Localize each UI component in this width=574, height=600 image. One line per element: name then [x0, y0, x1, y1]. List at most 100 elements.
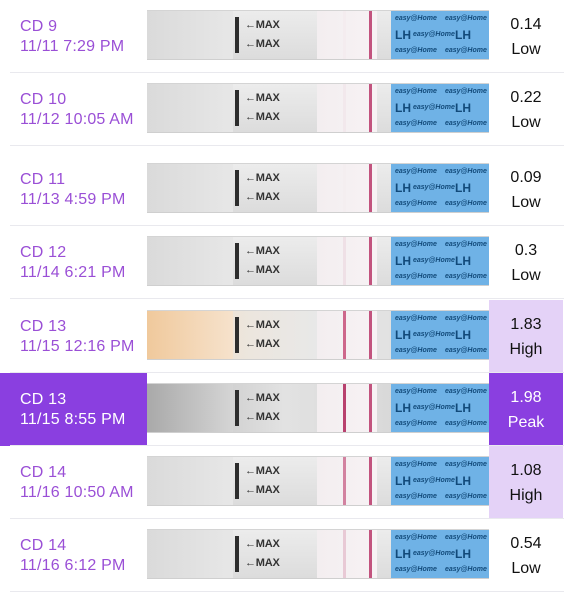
- test-strip-photo: ←MAX ←MAX easy@Home easy@Home LH easy@Ho…: [147, 236, 489, 286]
- strip-marker: [235, 17, 239, 53]
- brand-logo: easy@Home: [445, 388, 487, 395]
- control-line: [369, 164, 372, 212]
- strip-wrapper: easy@Home easy@Home LH easy@Home LH easy…: [391, 164, 489, 212]
- result-window: [317, 311, 377, 359]
- brand-logo: easy@Home: [395, 273, 437, 280]
- brand-logo: easy@Home: [445, 534, 487, 541]
- lh-value-cell: 1.83 High: [489, 300, 563, 373]
- result-window: [317, 457, 377, 505]
- brand-logo: easy@Home: [445, 241, 487, 248]
- row-divider: [10, 72, 564, 73]
- brand-logo: easy@Home: [413, 550, 455, 557]
- lh-label: LH: [455, 328, 471, 342]
- reading-row[interactable]: CD 9 11/11 7:29 PM ←MAX ←MAX easy@Home e…: [0, 0, 574, 73]
- strip-marker: [235, 463, 239, 499]
- lh-label: LH: [395, 401, 411, 415]
- lh-label: LH: [395, 101, 411, 115]
- reading-label: CD 13 11/15 8:55 PM: [0, 373, 147, 446]
- reading-row[interactable]: CD 14 11/16 10:50 AM ←MAX ←MAX easy@Home…: [0, 446, 574, 519]
- row-divider: [10, 372, 564, 373]
- brand-logo: easy@Home: [395, 388, 437, 395]
- max-line-label: ←MAX: [245, 172, 280, 184]
- row-divider: [10, 591, 564, 592]
- brand-logo: easy@Home: [395, 461, 437, 468]
- test-line: [343, 164, 346, 212]
- strip-marker: [235, 317, 239, 353]
- cycle-day: CD 11: [20, 170, 66, 188]
- test-line: [343, 84, 346, 132]
- lh-level-badge: Low: [511, 40, 541, 58]
- lh-value-cell: 0.3 Low: [489, 226, 563, 299]
- strip-handle: [147, 84, 233, 132]
- test-line: [343, 384, 346, 432]
- reading-label: CD 14 11/16 10:50 AM: [0, 446, 147, 519]
- strip-marker: [235, 536, 239, 572]
- cycle-day: CD 14: [20, 463, 67, 481]
- max-line-label: ←MAX: [245, 191, 280, 203]
- strip-wrapper: easy@Home easy@Home LH easy@Home LH easy…: [391, 11, 489, 59]
- reading-row[interactable]: CD 13 11/15 12:16 PM ←MAX ←MAX easy@Home…: [0, 300, 574, 373]
- max-line-label: ←MAX: [245, 411, 280, 423]
- result-window: [317, 237, 377, 285]
- test-strip-photo: ←MAX ←MAX easy@Home easy@Home LH easy@Ho…: [147, 10, 489, 60]
- reading-row[interactable]: CD 11 11/13 4:59 PM ←MAX ←MAX easy@Home …: [0, 153, 574, 226]
- strip-marker: [235, 170, 239, 206]
- reading-row[interactable]: CD 10 11/12 10:05 AM ←MAX ←MAX easy@Home…: [0, 73, 574, 146]
- brand-logo: easy@Home: [395, 241, 437, 248]
- lh-ratio-value: 0.54: [510, 534, 542, 552]
- lh-label: LH: [455, 401, 471, 415]
- reading-row[interactable]: CD 13 11/15 8:55 PM ←MAX ←MAX easy@Home …: [0, 373, 574, 446]
- test-strip-photo: ←MAX ←MAX easy@Home easy@Home LH easy@Ho…: [147, 310, 489, 360]
- row-divider: [10, 518, 564, 519]
- control-line: [369, 84, 372, 132]
- lh-value-cell: 0.14 Low: [489, 0, 563, 73]
- cycle-day: CD 14: [20, 536, 67, 554]
- reading-row[interactable]: CD 12 11/14 6:21 PM ←MAX ←MAX easy@Home …: [0, 226, 574, 299]
- brand-logo: easy@Home: [445, 200, 487, 207]
- reading-label: CD 10 11/12 10:05 AM: [0, 73, 147, 146]
- reading-timestamp: 11/16 6:12 PM: [20, 556, 126, 574]
- max-line-label: ←MAX: [245, 92, 280, 104]
- cycle-day: CD 13: [20, 390, 67, 408]
- strip-wrapper: easy@Home easy@Home LH easy@Home LH easy…: [391, 457, 489, 505]
- brand-logo: easy@Home: [445, 347, 487, 354]
- brand-logo: easy@Home: [445, 273, 487, 280]
- row-divider: [10, 298, 564, 299]
- max-line-label: ←MAX: [245, 338, 280, 350]
- lh-ratio-value: 0.22: [510, 88, 542, 106]
- test-line: [343, 457, 346, 505]
- lh-level-badge: High: [509, 486, 543, 504]
- brand-logo: easy@Home: [395, 420, 437, 427]
- brand-logo: easy@Home: [445, 566, 487, 573]
- max-line-label: ←MAX: [245, 538, 280, 550]
- lh-value-cell: 1.08 High: [489, 446, 563, 519]
- lh-value-cell: 0.22 Low: [489, 73, 563, 146]
- strip-marker: [235, 243, 239, 279]
- brand-logo: easy@Home: [413, 331, 455, 338]
- strip-handle: [147, 237, 233, 285]
- lh-level-badge: Low: [511, 113, 541, 131]
- reading-timestamp: 11/12 10:05 AM: [20, 110, 134, 128]
- row-divider: [10, 225, 564, 226]
- lh-label: LH: [395, 474, 411, 488]
- reading-row[interactable]: CD 14 11/16 6:12 PM ←MAX ←MAX easy@Home …: [0, 519, 574, 592]
- reading-timestamp: 11/11 7:29 PM: [20, 37, 125, 55]
- brand-logo: easy@Home: [413, 31, 455, 38]
- strip-marker: [235, 390, 239, 426]
- lh-level-badge: High: [509, 340, 543, 358]
- brand-logo: easy@Home: [395, 493, 437, 500]
- result-window: [317, 384, 377, 432]
- reading-timestamp: 11/15 8:55 PM: [20, 410, 126, 428]
- lh-ratio-value: 0.3: [514, 241, 538, 259]
- brand-logo: easy@Home: [445, 315, 487, 322]
- max-line-label: ←MAX: [245, 557, 280, 569]
- test-line: [343, 530, 346, 578]
- cycle-day: CD 12: [20, 243, 67, 261]
- brand-logo: easy@Home: [445, 493, 487, 500]
- strip-wrapper: easy@Home easy@Home LH easy@Home LH easy…: [391, 311, 489, 359]
- lh-value-cell: 0.09 Low: [489, 153, 563, 226]
- brand-logo: easy@Home: [413, 477, 455, 484]
- brand-logo: easy@Home: [413, 404, 455, 411]
- control-line: [369, 530, 372, 578]
- max-line-label: ←MAX: [245, 465, 280, 477]
